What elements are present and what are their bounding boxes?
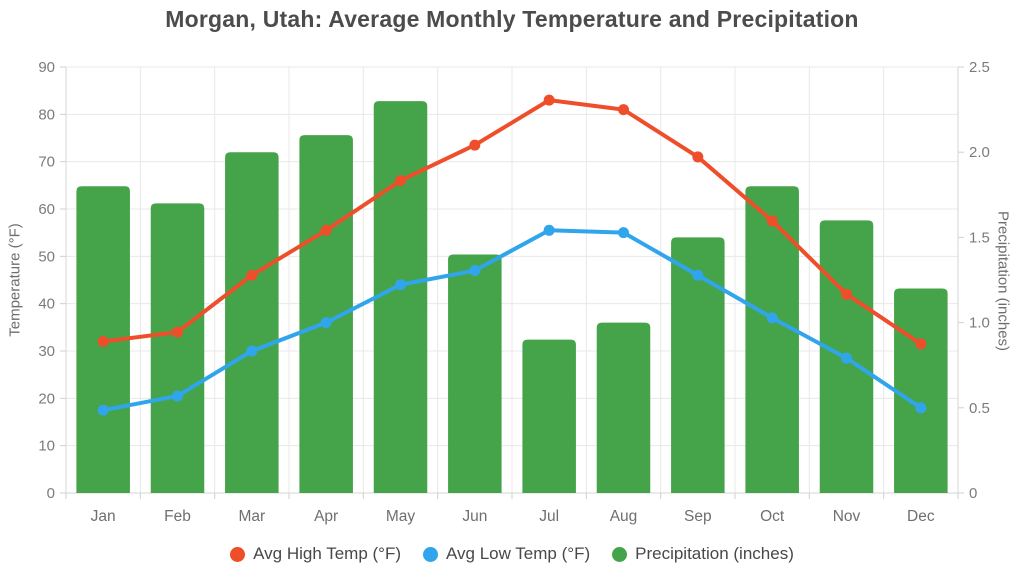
precipitation-bar — [894, 288, 948, 493]
precipitation-bar — [448, 254, 502, 493]
high-temp-point — [618, 104, 629, 116]
left-tick-label: 50 — [38, 248, 55, 265]
left-tick-label: 60 — [38, 201, 55, 218]
month-label: Nov — [833, 508, 861, 525]
high-temp-point — [97, 336, 109, 348]
left-tick-label: 90 — [38, 59, 55, 76]
precipitation-bar — [671, 237, 725, 493]
precipitation-swatch-icon — [612, 546, 628, 562]
low-temp-point — [692, 269, 704, 281]
low-temp-point — [395, 279, 406, 291]
low-temp-point — [320, 317, 332, 329]
left-tick-label: 70 — [38, 154, 55, 171]
low-temp-point — [841, 352, 852, 364]
legend-item-low-temp: Avg Low Temp (°F) — [423, 544, 590, 564]
high-temp-point — [543, 94, 555, 106]
precipitation-bar — [522, 339, 576, 493]
high-temp-swatch-icon — [230, 546, 246, 562]
left-tick-label: 10 — [38, 438, 55, 455]
left-tick-label: 40 — [38, 296, 55, 313]
legend-item-high-temp: Avg High Temp (°F) — [230, 544, 401, 564]
chart-title: Morgan, Utah: Average Monthly Temperatur… — [165, 6, 859, 32]
month-label: Mar — [238, 508, 265, 525]
month-label: Oct — [760, 508, 785, 525]
month-label: May — [386, 508, 416, 525]
month-label: Aug — [610, 508, 638, 525]
low-temp-point — [246, 345, 258, 357]
right-tick-label: 0 — [969, 485, 977, 502]
left-tick-label: 0 — [47, 485, 55, 502]
legend: Avg High Temp (°F) Avg Low Temp (°F) Pre… — [0, 544, 1024, 564]
precipitation-bar — [299, 135, 353, 493]
legend-label-low-temp: Avg Low Temp (°F) — [446, 544, 591, 563]
right-tick-label: 0.5 — [969, 400, 990, 417]
high-temp-point — [469, 139, 481, 151]
right-tick-label: 2.0 — [969, 144, 990, 161]
left-tick-label: 20 — [38, 390, 55, 407]
right-tick-label: 1.0 — [969, 315, 990, 332]
high-temp-point — [320, 224, 332, 236]
precipitation-bar — [596, 322, 651, 493]
high-temp-point — [246, 269, 258, 281]
high-temp-point — [915, 338, 927, 350]
precipitation-bar — [150, 203, 205, 493]
left-tick-label: 30 — [38, 343, 55, 360]
high-temp-point — [395, 175, 406, 187]
month-label: Dec — [907, 508, 935, 525]
low-temp-line — [101, 228, 923, 413]
low-temp-point — [543, 224, 555, 236]
legend-label-precipitation: Precipitation (inches) — [635, 544, 794, 563]
month-label: Feb — [164, 508, 191, 525]
month-label: Jan — [91, 508, 116, 525]
low-temp-point — [766, 312, 778, 324]
precipitation-bar — [225, 152, 279, 493]
low-temp-swatch-icon — [423, 546, 438, 562]
month-label: Jun — [462, 508, 487, 525]
precipitation-bar — [373, 101, 428, 493]
high-temp-point — [766, 215, 778, 227]
low-temp-point — [618, 227, 629, 239]
high-temp-point — [841, 288, 852, 300]
month-label: Sep — [684, 508, 712, 525]
right-tick-label: 1.5 — [969, 229, 990, 246]
right-tick-label: 2.5 — [969, 59, 990, 76]
high-temp-point — [692, 151, 704, 163]
high-temp-point — [172, 326, 183, 338]
month-label: Jul — [539, 508, 559, 525]
month-label: Apr — [314, 508, 338, 525]
left-tick-label: 80 — [38, 106, 55, 123]
low-temp-point — [915, 402, 927, 414]
low-temp-point — [469, 265, 481, 277]
high-temp-line — [101, 98, 923, 346]
legend-item-precipitation: Precipitation (inches) — [612, 544, 794, 564]
precipitation-bar — [745, 186, 799, 493]
low-temp-point — [172, 390, 183, 402]
low-temp-point — [97, 404, 109, 416]
legend-label-high-temp: Avg High Temp (°F) — [253, 544, 401, 563]
